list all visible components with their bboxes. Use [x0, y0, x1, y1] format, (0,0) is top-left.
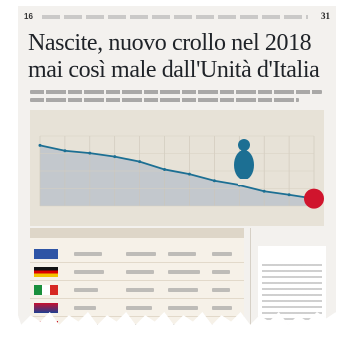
data-point [38, 143, 42, 147]
sidebar-box [258, 246, 326, 325]
comparison-table [30, 228, 244, 325]
data-point [138, 160, 142, 164]
table-cell [212, 324, 230, 325]
data-point [163, 167, 167, 171]
top-strip: 16 31 [24, 11, 330, 22]
newspaper-clipping: 16 31 Nascite, nuovo crollo nel 2018 mai… [18, 6, 336, 325]
page-marker-right: 31 [321, 11, 330, 21]
table-cell [212, 270, 230, 274]
table-cell [74, 270, 104, 274]
table-cell [168, 306, 198, 310]
header-rule [42, 15, 308, 19]
table-header [30, 228, 244, 238]
births-chart [38, 135, 324, 209]
table-row [30, 264, 244, 281]
germany-flag-icon [34, 267, 58, 277]
table-row [30, 300, 244, 317]
table-cell [168, 324, 196, 325]
table-cell [74, 324, 98, 325]
spain-flag-icon [34, 321, 58, 325]
series-line [39, 144, 315, 200]
table-cell [126, 324, 150, 325]
table-cell [168, 252, 196, 256]
data-point [88, 151, 92, 155]
eu-flag-icon [34, 249, 58, 259]
subheading-line-1 [30, 90, 322, 94]
table-cell [126, 252, 156, 256]
italy-flag-icon [34, 285, 58, 295]
figure-body-icon [234, 150, 254, 180]
figure-base [238, 179, 250, 185]
data-point [287, 193, 291, 197]
subheading-text-block [30, 88, 322, 104]
headline: Nascite, nuovo crollo nel 2018 mai così … [28, 30, 320, 83]
table-row [30, 318, 244, 325]
chart-area [40, 145, 314, 206]
data-point [113, 155, 117, 159]
page-marker-left: 16 [24, 12, 33, 21]
sidebar-text-lines [262, 264, 322, 322]
births-chart-panel [30, 110, 324, 226]
column-divider [250, 228, 251, 325]
table-cell [168, 288, 198, 292]
table-cell [74, 306, 96, 310]
data-point [187, 172, 191, 176]
table-cell [212, 306, 232, 310]
uk-flag-icon [34, 303, 58, 313]
figure-head-icon [238, 139, 250, 151]
table-cell [212, 288, 230, 292]
table-cell [126, 288, 154, 292]
latest-value-badge [304, 188, 324, 209]
table-row [30, 282, 244, 299]
table-cell [126, 306, 152, 310]
table-cell [212, 252, 232, 256]
table-row [30, 246, 244, 263]
table-cell [168, 270, 200, 274]
table-cell [74, 288, 98, 292]
data-point [212, 179, 216, 183]
subheading-line-2 [30, 98, 299, 102]
data-point [63, 149, 67, 153]
data-point [262, 189, 266, 193]
table-cell [126, 270, 154, 274]
table-cell [74, 252, 102, 256]
